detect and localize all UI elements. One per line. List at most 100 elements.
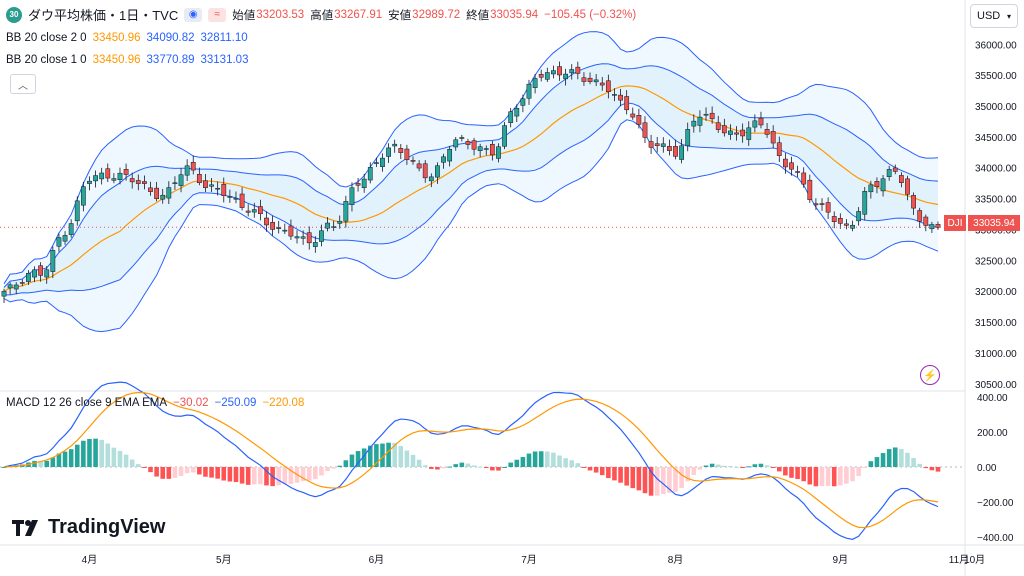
- macd-histogram-bar: [538, 451, 544, 467]
- candle-body: [703, 113, 709, 116]
- compare-icon[interactable]: ≈: [208, 7, 227, 22]
- macd-histogram-bar: [581, 467, 587, 468]
- bb2-fill: [4, 31, 938, 332]
- eye-icon[interactable]: ◉: [184, 7, 203, 22]
- macd-histogram-bar: [569, 460, 575, 467]
- macd-histogram-bar: [630, 467, 636, 489]
- candle-body: [386, 147, 391, 157]
- macd-histogram-bar: [99, 439, 104, 467]
- candle-body: [831, 216, 837, 222]
- macd-histogram-bar: [38, 461, 43, 467]
- symbol-title[interactable]: ダウ平均株価・1日・TVC: [28, 8, 179, 23]
- bb1-label: BB 20 close 1 0: [6, 54, 87, 66]
- macd-histogram-bar: [618, 467, 623, 483]
- macd-histogram-bar: [239, 467, 245, 484]
- price-tick-label: 30500.00: [975, 380, 1017, 391]
- macd-histogram-bar: [929, 467, 935, 471]
- macd-histogram-bar: [923, 467, 929, 469]
- candle-body: [428, 176, 434, 182]
- macd-histogram-bar: [703, 465, 709, 467]
- candle-body: [355, 183, 361, 186]
- candle-body: [117, 172, 123, 180]
- candle-body: [331, 226, 337, 228]
- macd-histogram-bar: [429, 467, 434, 469]
- macd-histogram-bar: [844, 467, 849, 484]
- macd-histogram-bar: [435, 467, 440, 470]
- macd-histogram-bar: [68, 449, 74, 467]
- macd-histogram-bar: [520, 457, 526, 467]
- lightning-icon[interactable]: ⚡: [920, 365, 940, 385]
- candle-body: [648, 141, 654, 148]
- time-tick-label: 6月: [369, 554, 385, 566]
- candle-body: [190, 162, 196, 171]
- candle-body: [770, 131, 776, 144]
- macd-histogram-bar: [74, 444, 80, 467]
- macd-histogram-bar: [661, 467, 666, 494]
- macd-histogram-bar: [331, 467, 336, 469]
- candle-body: [154, 187, 160, 199]
- macd-tick-label: 200.00: [977, 428, 1008, 439]
- macd-histogram-bar: [642, 467, 648, 494]
- candle-body: [575, 66, 581, 74]
- macd-label: MACD 12 26 close 9 EMA EMA: [6, 397, 168, 409]
- macd-histogram-bar: [44, 460, 50, 467]
- macd-histogram-bar: [728, 466, 733, 468]
- price-tick-label: 32500.00: [975, 256, 1017, 267]
- candle-body: [343, 201, 349, 222]
- candle-body: [746, 127, 752, 140]
- currency-select[interactable]: USD ▾: [970, 4, 1018, 28]
- last-price-tag: 33035.94: [968, 215, 1020, 231]
- macd-legend[interactable]: MACD 12 26 close 9 EMA EMA −30.02 −250.0…: [6, 397, 304, 409]
- candle-body: [264, 217, 269, 226]
- candle-body: [673, 146, 678, 157]
- macd-histogram-bar: [746, 466, 752, 468]
- bb1-lower-line: [4, 102, 939, 296]
- bb1-upper: 33770.89: [146, 54, 195, 66]
- macd-histogram-bar: [337, 465, 343, 467]
- macd-histogram-bar: [545, 451, 550, 467]
- candle-body: [593, 79, 599, 83]
- candle-body: [62, 235, 68, 242]
- macd-histogram-bar: [136, 464, 141, 467]
- macd-histogram-bar: [184, 467, 190, 474]
- bb1-upper-line: [3, 63, 939, 288]
- candle-body: [306, 232, 312, 244]
- macd-histogram-bar: [606, 467, 611, 479]
- candle-body: [32, 269, 37, 278]
- macd-histogram-bar: [551, 452, 556, 467]
- candle-body: [551, 70, 556, 75]
- candle-body: [245, 210, 251, 213]
- bb1-legend[interactable]: BB 20 close 1 0 33450.96 33770.89 33131.…: [6, 54, 248, 66]
- macd-histogram-bar: [654, 467, 660, 496]
- candle-body: [465, 141, 471, 145]
- bb2-legend[interactable]: BB 20 close 2 0 33450.96 34090.82 32811.…: [6, 32, 248, 44]
- collapse-legend-button[interactable]: ︿: [10, 74, 36, 94]
- candle-body: [392, 143, 398, 147]
- macd-histogram-bar: [825, 467, 831, 486]
- macd-histogram-bar: [349, 454, 355, 467]
- candle-body: [544, 72, 550, 80]
- macd-histogram-bar: [56, 453, 62, 467]
- macd-histogram-bar: [801, 467, 806, 482]
- macd-histogram-bar: [722, 465, 727, 467]
- candle-body: [715, 122, 721, 130]
- macd-histogram-bar: [465, 463, 471, 467]
- macd-tick-label: −400.00: [977, 533, 1014, 544]
- macd-histogram-bar: [807, 467, 813, 485]
- candle-body: [489, 144, 495, 156]
- macd-histogram-bar: [868, 461, 874, 467]
- macd-histogram-bar: [667, 467, 672, 493]
- candle-body: [764, 129, 770, 135]
- candle-body: [905, 178, 910, 195]
- high-label: 高値: [310, 9, 334, 22]
- macd-histogram-bar: [123, 454, 129, 467]
- macd-histogram-bar: [477, 466, 483, 468]
- macd-histogram-bar: [715, 464, 721, 467]
- candle-body: [239, 193, 245, 208]
- candle-body: [349, 187, 355, 205]
- candle-body: [13, 284, 19, 290]
- macd-histogram-bar: [142, 467, 147, 468]
- macd-histogram-bar: [154, 467, 159, 477]
- macd-histogram-bar: [911, 458, 916, 467]
